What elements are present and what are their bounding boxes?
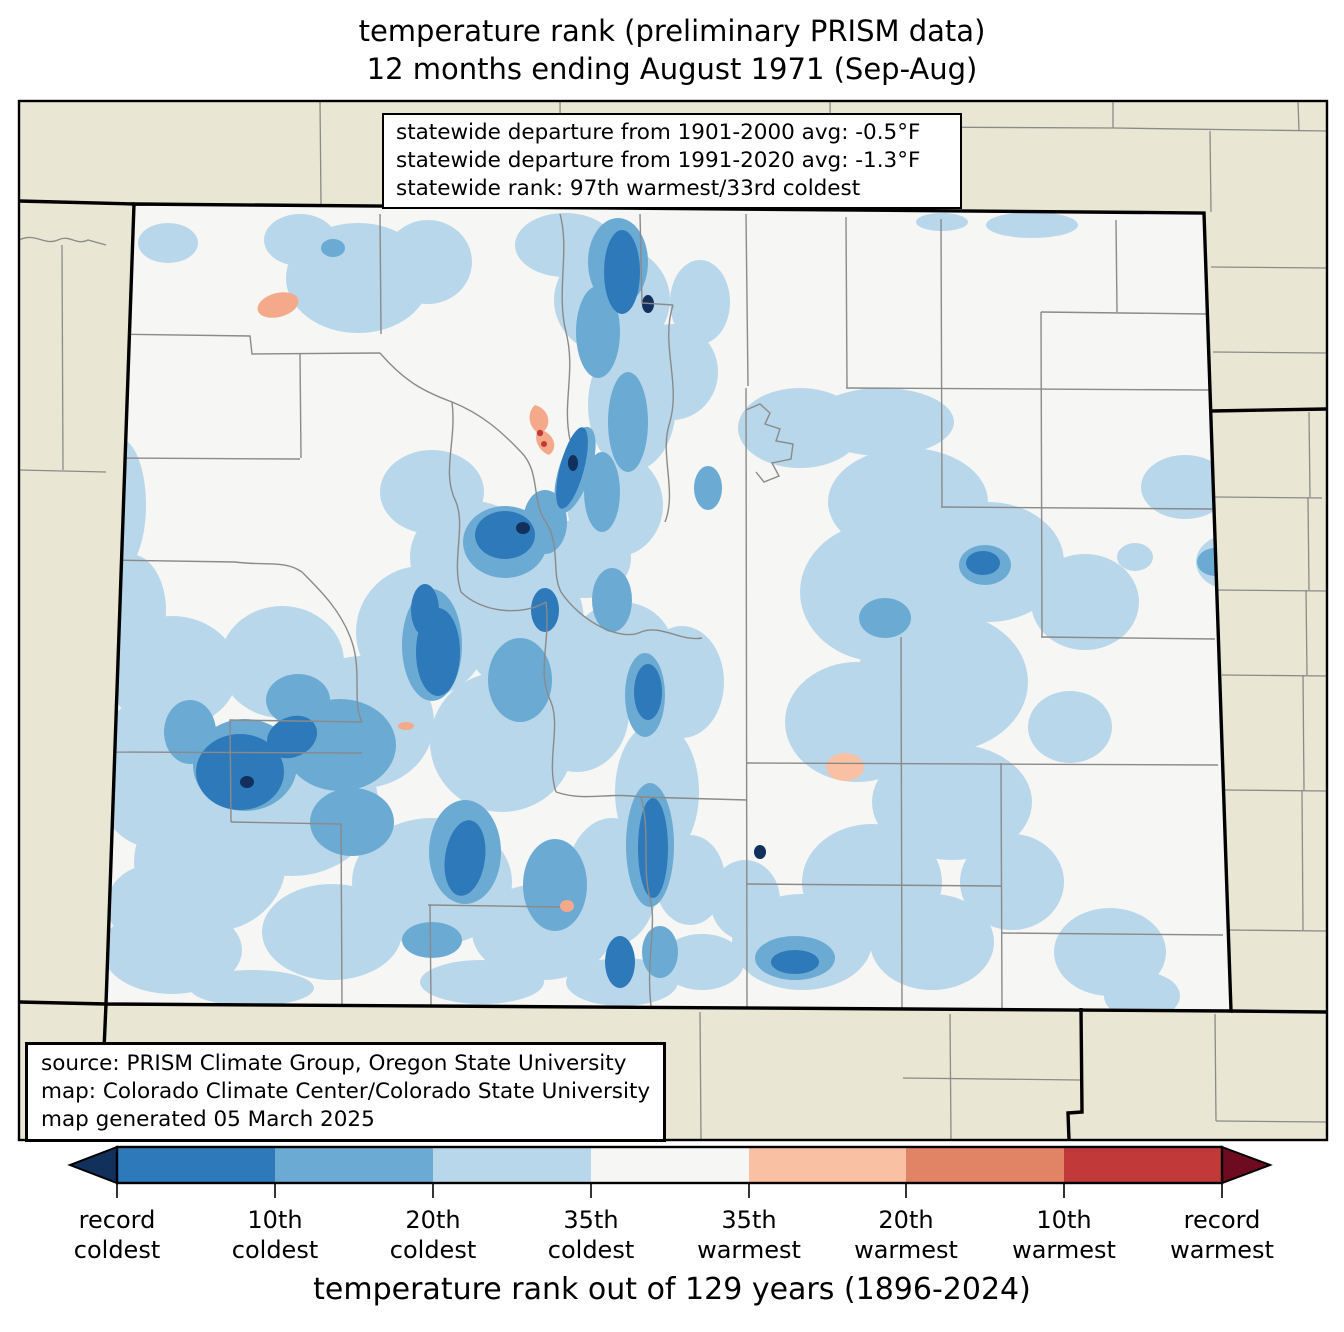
statewide-stats-box: statewide departure from 1901-2000 avg: …	[382, 113, 962, 209]
source-box: source: PRISM Climate Group, Oregon Stat…	[25, 1042, 667, 1142]
stats-line-1: statewide departure from 1901-2000 avg: …	[396, 120, 921, 145]
colorbar-label-35th-warmest: 35th warmest	[697, 1206, 801, 1265]
stats-line-3: statewide rank: 97th warmest/33rd coldes…	[396, 175, 861, 201]
source-line-2: map: Colorado Climate Center/Colorado St…	[41, 1078, 651, 1104]
colorbar-label-20th-warmest: 20th warmest	[854, 1206, 958, 1265]
cold-rank-light-regions	[106, 212, 1231, 1011]
source-line-1: source: PRISM Climate Group, Oregon Stat…	[41, 1051, 627, 1076]
colorbar-outline	[115, 1145, 1224, 1185]
colorbar	[67, 1145, 1273, 1198]
colorbar-label-35th-coldest: 35th coldest	[547, 1206, 635, 1265]
warm-rank-spots	[257, 292, 574, 912]
title-line-1: temperature rank (preliminary PRISM data…	[358, 14, 986, 48]
colorbar-right-arrow	[1221, 1145, 1273, 1185]
page-title: temperature rank (preliminary PRISM data…	[0, 12, 1344, 89]
colorbar-label-10th-warmest: 10th warmest	[1012, 1206, 1116, 1265]
colorbar-label-10th-coldest: 10th coldest	[231, 1206, 319, 1265]
colorbar-caption: temperature rank out of 129 years (1896-…	[313, 1272, 1031, 1307]
map-frame	[17, 99, 1329, 1142]
colorbar-left-arrow	[67, 1145, 118, 1185]
county-lines	[106, 213, 1224, 1009]
colorbar-ticks	[116, 1183, 1223, 1198]
colorbar-label-record-warmest: record warmest	[1170, 1206, 1274, 1265]
warm-rank-red-specks	[536, 429, 547, 447]
title-line-2: 12 months ending August 1971 (Sep-Aug)	[366, 52, 978, 87]
stats-line-2: statewide departure from 1991-2020 avg: …	[396, 147, 921, 173]
warm-rank-peach-spot	[826, 753, 864, 781]
colorbar-label-20th-coldest: 20th coldest	[389, 1206, 477, 1265]
colorbar-segments	[117, 1147, 1222, 1183]
colorbar-label-record-coldest: record coldest	[73, 1206, 161, 1265]
source-line-3: map generated 05 March 2025	[41, 1106, 375, 1132]
